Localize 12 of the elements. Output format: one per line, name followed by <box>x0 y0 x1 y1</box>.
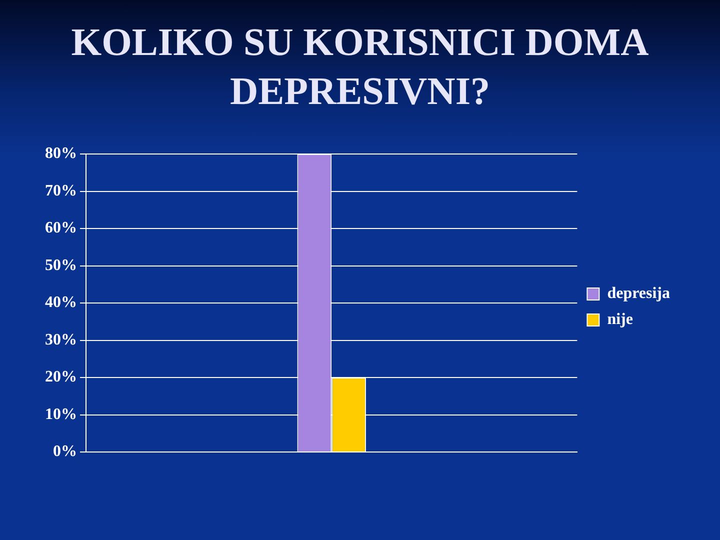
y-tick-label: 10% <box>45 406 77 423</box>
y-tick-label: 20% <box>45 368 77 386</box>
chart-title: KOLIKO SU KORISNICI DOMA DEPRESIVNI? <box>70 20 650 115</box>
legend-label: depresija <box>607 285 670 302</box>
y-tick-label: 60% <box>45 220 77 237</box>
y-tick-label: 70% <box>45 182 77 200</box>
y-tick-label: 0% <box>53 443 77 460</box>
y-tick-label: 30% <box>45 331 77 348</box>
legend-label: nije <box>607 311 633 328</box>
y-tick-label: 40% <box>45 294 77 312</box>
y-tick-label: 50% <box>45 256 77 274</box>
y-tick-label: 80% <box>45 145 77 162</box>
